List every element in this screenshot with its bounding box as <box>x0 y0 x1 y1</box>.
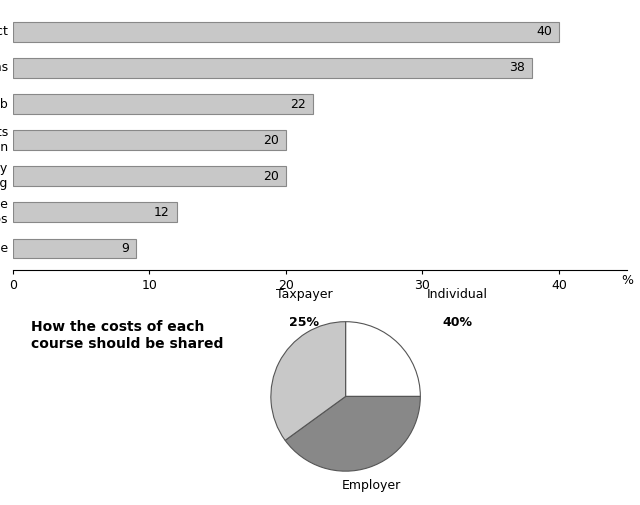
Text: 20: 20 <box>263 170 279 183</box>
Text: 38: 38 <box>509 62 525 74</box>
Text: %: % <box>621 274 633 287</box>
Bar <box>13 58 532 78</box>
Text: 40: 40 <box>536 25 552 38</box>
Bar <box>13 94 313 114</box>
Text: 40%: 40% <box>443 316 473 329</box>
Wedge shape <box>285 396 420 471</box>
Text: Taxpayer: Taxpayer <box>276 288 333 301</box>
Text: 12: 12 <box>154 206 170 219</box>
Wedge shape <box>271 322 346 440</box>
Bar <box>13 203 177 222</box>
Text: 22: 22 <box>291 97 307 111</box>
Bar <box>13 130 286 150</box>
Bar <box>13 166 286 186</box>
Text: Individual: Individual <box>428 288 488 301</box>
Bar <box>13 22 559 42</box>
Wedge shape <box>346 322 420 396</box>
Text: 9: 9 <box>121 242 129 255</box>
Text: How the costs of each
course should be shared: How the costs of each course should be s… <box>31 320 223 350</box>
Text: 20: 20 <box>263 134 279 146</box>
Text: Employer: Employer <box>342 479 401 492</box>
Bar <box>13 238 136 259</box>
Text: 25%: 25% <box>289 316 319 329</box>
